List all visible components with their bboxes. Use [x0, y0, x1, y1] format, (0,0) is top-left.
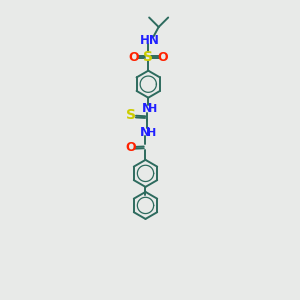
Text: S: S [143, 50, 153, 64]
Text: O: O [158, 51, 168, 64]
Text: H: H [147, 128, 156, 138]
Text: O: O [125, 141, 136, 154]
Text: N: N [142, 103, 152, 116]
Text: S: S [126, 108, 136, 122]
Text: H: H [148, 104, 158, 114]
Text: N: N [140, 126, 151, 139]
Text: HN: HN [140, 34, 160, 47]
Text: O: O [128, 51, 139, 64]
